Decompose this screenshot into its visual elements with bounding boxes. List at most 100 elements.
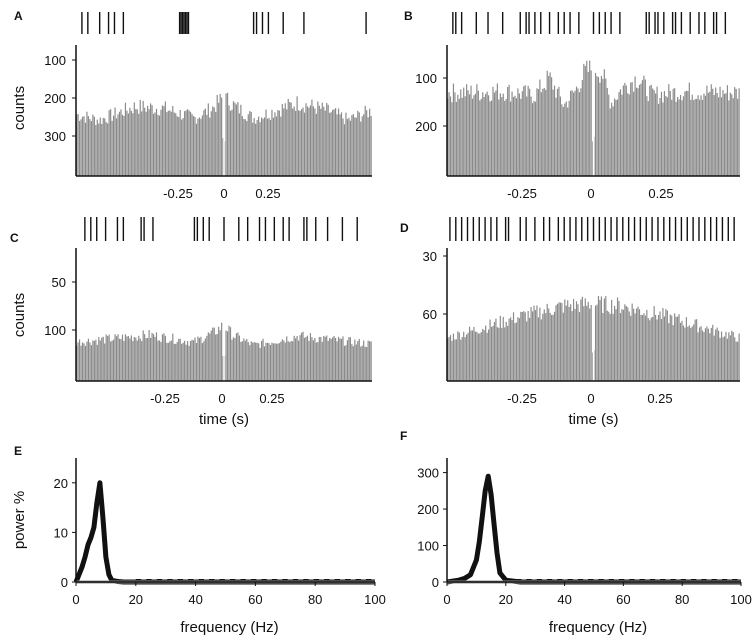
histogram-bar: [234, 338, 236, 381]
histogram-bar: [715, 329, 717, 381]
histogram-bar: [619, 89, 622, 176]
y-tick-label: 100: [415, 71, 437, 86]
x-tick-label: 0.25: [648, 186, 673, 201]
histogram-bar: [182, 117, 184, 176]
x-tick-label: 80: [308, 592, 322, 607]
histogram-bar: [660, 91, 663, 176]
histogram-bar: [568, 307, 570, 381]
histogram-bar: [363, 340, 365, 381]
histogram-bar: [707, 92, 709, 176]
histogram-bar: [665, 96, 667, 176]
histogram-bar: [488, 95, 490, 176]
panel-label-b: B: [404, 9, 413, 23]
histogram-bar: [152, 113, 155, 176]
histogram-bar: [674, 88, 676, 176]
histogram-bar: [627, 93, 629, 176]
histogram-bar: [706, 326, 708, 381]
histogram-bar: [553, 85, 556, 176]
histogram-bar: [599, 82, 601, 176]
histogram-bar: [158, 340, 161, 381]
histogram-bar: [218, 102, 220, 176]
histogram-bar: [480, 332, 482, 381]
histogram-bar: [492, 86, 494, 176]
histogram-bar: [179, 109, 181, 176]
histogram-bar: [130, 110, 132, 176]
histogram-bar: [221, 322, 223, 381]
histogram-bar: [592, 352, 594, 381]
histogram-bar: [175, 113, 177, 176]
y-tick-label: 10: [54, 525, 68, 540]
histogram-bar: [464, 96, 466, 176]
histogram-bar: [169, 341, 171, 381]
histogram-bar: [559, 302, 561, 381]
histogram-bar: [706, 85, 708, 176]
histogram-bar: [188, 110, 190, 176]
y-axis-title: counts: [11, 293, 28, 337]
histogram-bar: [163, 333, 165, 381]
y-tick-label: 20: [54, 476, 68, 491]
histogram-bar: [121, 114, 124, 176]
histogram-bar: [536, 88, 538, 176]
histogram-bar: [369, 341, 371, 381]
histogram-bar: [570, 90, 572, 176]
histogram-bar: [685, 90, 687, 176]
histogram-bar: [132, 113, 134, 176]
histogram-bar: [448, 92, 450, 176]
histogram-bar: [468, 326, 471, 381]
histogram-bar: [144, 107, 146, 176]
histogram-bars: [76, 322, 372, 381]
histogram-bar: [309, 105, 312, 176]
histogram-bar: [728, 100, 730, 176]
histogram-bar: [609, 313, 611, 381]
histogram-bar: [581, 296, 583, 381]
histogram-bar: [594, 72, 597, 176]
histogram-bar: [333, 109, 335, 176]
histogram-bar: [358, 338, 360, 381]
histogram-bar: [729, 335, 731, 381]
histogram-bar: [261, 340, 263, 381]
histogram-bar: [114, 334, 116, 381]
histogram-bar: [133, 337, 135, 381]
histogram-bar: [195, 342, 198, 381]
histogram-bar: [198, 117, 201, 176]
histogram-bar: [688, 82, 690, 176]
histogram-bar: [495, 318, 497, 381]
histogram-bar: [145, 338, 147, 381]
histogram-bar: [312, 340, 314, 381]
histogram-bar: [656, 319, 658, 381]
histogram-bar: [104, 118, 106, 176]
histogram-bar: [185, 344, 187, 381]
histogram-bar: [474, 93, 477, 176]
histogram-bar: [289, 342, 291, 381]
histogram-bar: [696, 319, 698, 381]
histogram-bar: [161, 105, 164, 176]
panel-e: E 0 20 40 60 80 100 0 10 20 power % frequency (Hz): [11, 444, 386, 636]
histogram-bar: [250, 341, 252, 381]
histogram-bar: [489, 101, 491, 176]
histogram-bar: [486, 91, 488, 176]
histogram-bar: [531, 103, 534, 176]
histogram-bar: [253, 118, 255, 176]
histogram-bar: [226, 331, 229, 381]
histogram-bar: [348, 337, 350, 381]
histogram-bar: [132, 340, 134, 381]
histogram-bar: [600, 75, 602, 176]
histogram-bar: [129, 338, 131, 381]
histogram-bar: [83, 116, 85, 176]
histogram-bar: [364, 346, 366, 381]
histogram-bar: [151, 332, 153, 381]
x-tick-label: 60: [248, 592, 262, 607]
histogram-bar: [102, 117, 104, 176]
histogram-bar: [659, 311, 661, 381]
histogram-bar: [732, 332, 734, 381]
histogram-bar: [602, 313, 604, 381]
histogram-bar: [671, 99, 673, 176]
histogram-bar: [326, 102, 328, 176]
histogram-bar: [725, 93, 727, 176]
histogram-bar: [594, 305, 597, 381]
histogram-bar: [574, 90, 576, 176]
histogram-bar: [565, 305, 567, 381]
histogram-bar: [556, 303, 559, 381]
histogram-bar: [124, 334, 127, 381]
histogram-bar: [672, 325, 674, 381]
